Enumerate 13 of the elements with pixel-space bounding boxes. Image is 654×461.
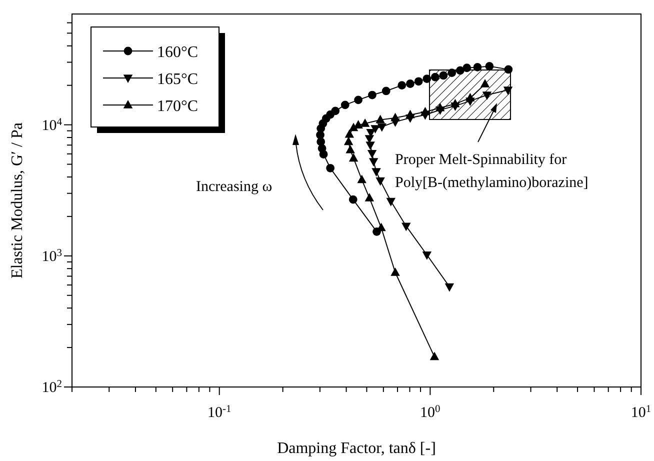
annotation: Increasing ω	[196, 179, 272, 195]
x-tick-label: 10$^{0}$	[420, 404, 440, 421]
x-axis-title: Damping Factor, tanδ [-]	[277, 440, 436, 457]
y-tick-label: 10$^{2}$	[42, 378, 62, 396]
legend-label: 165°C	[157, 71, 198, 88]
annotation: Proper Melt-Spinnability for Poly[B-(methylamino)borazine]	[395, 152, 588, 191]
legend-label: 160°C	[157, 44, 198, 61]
x-tick-label: 10$^{1}$	[630, 404, 652, 421]
y-tick-label: 10$^{3}$	[42, 247, 62, 265]
x-tick-label: 10$^{-1}$	[207, 404, 232, 421]
y-axis-title: Elastic Modulus, G′ / Pa	[9, 122, 26, 278]
legend-label: 170°C	[157, 98, 198, 115]
y-tick-label: 10$^{4}$	[42, 116, 63, 134]
